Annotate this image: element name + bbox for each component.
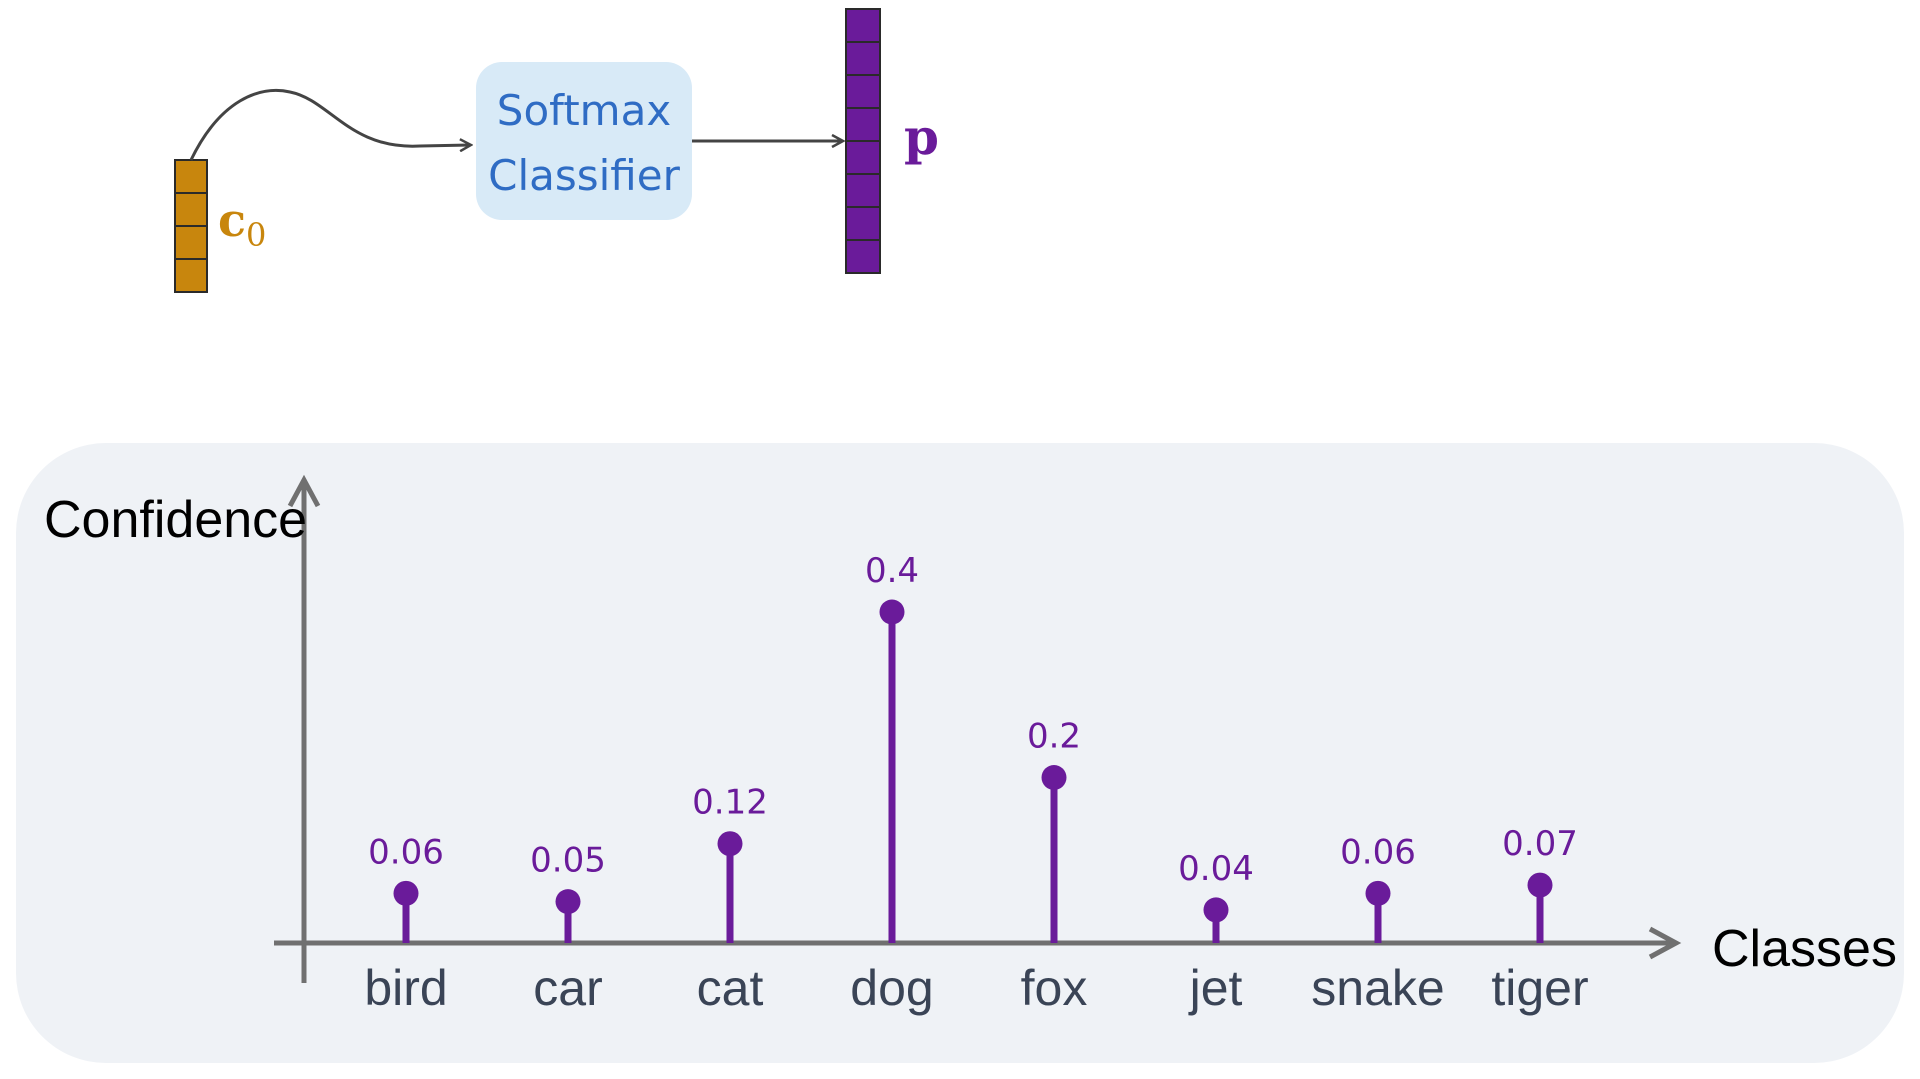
classifier-line2: Classifier [488,151,680,200]
input-vector-label: c0 [218,193,266,254]
value-label-jet: 0.04 [1178,849,1254,889]
chart-panel [16,443,1904,1063]
stem-marker-car [555,889,581,915]
stems-group: 0.06 bird 0.05 car 0.12 cat 0.4 dog 0.2 fox 0.04 je… [364,551,1588,1016]
stem-marker-jet [1203,897,1229,923]
value-label-snake: 0.06 [1340,832,1416,872]
value-label-bird: 0.06 [368,832,444,872]
softmax-diagram: c0 Softmax Classifier p [174,8,939,293]
value-label-car: 0.05 [530,841,606,881]
category-label-dog: dog [850,960,933,1016]
input-arrow [189,88,470,161]
x-axis-title: Classes [1712,920,1897,978]
output-vector-label: p [904,107,939,166]
category-label-fox: fox [1021,960,1088,1016]
category-label-tiger: tiger [1491,960,1588,1016]
stem-marker-bird [393,880,419,906]
classifier-line1: Softmax [497,86,671,135]
value-label-dog: 0.4 [865,551,919,591]
category-label-snake: snake [1311,960,1444,1016]
stem-marker-snake [1365,880,1391,906]
input-vector-c0 [174,159,208,293]
value-label-cat: 0.12 [692,783,768,823]
value-label-tiger: 0.07 [1502,824,1578,864]
output-vector-p [845,8,881,274]
category-label-bird: bird [364,960,447,1016]
category-label-cat: cat [697,960,764,1016]
category-label-jet: jet [1188,960,1243,1016]
value-label-fox: 0.2 [1027,717,1081,757]
stem-marker-fox [1041,765,1067,790]
stem-marker-dog [879,599,905,625]
softmax-classifier-box: Softmax Classifier [476,62,692,220]
category-label-car: car [533,960,602,1016]
stem-marker-tiger [1527,872,1553,898]
y-axis-title: Confidence [44,491,307,549]
stem-marker-cat [717,831,743,857]
